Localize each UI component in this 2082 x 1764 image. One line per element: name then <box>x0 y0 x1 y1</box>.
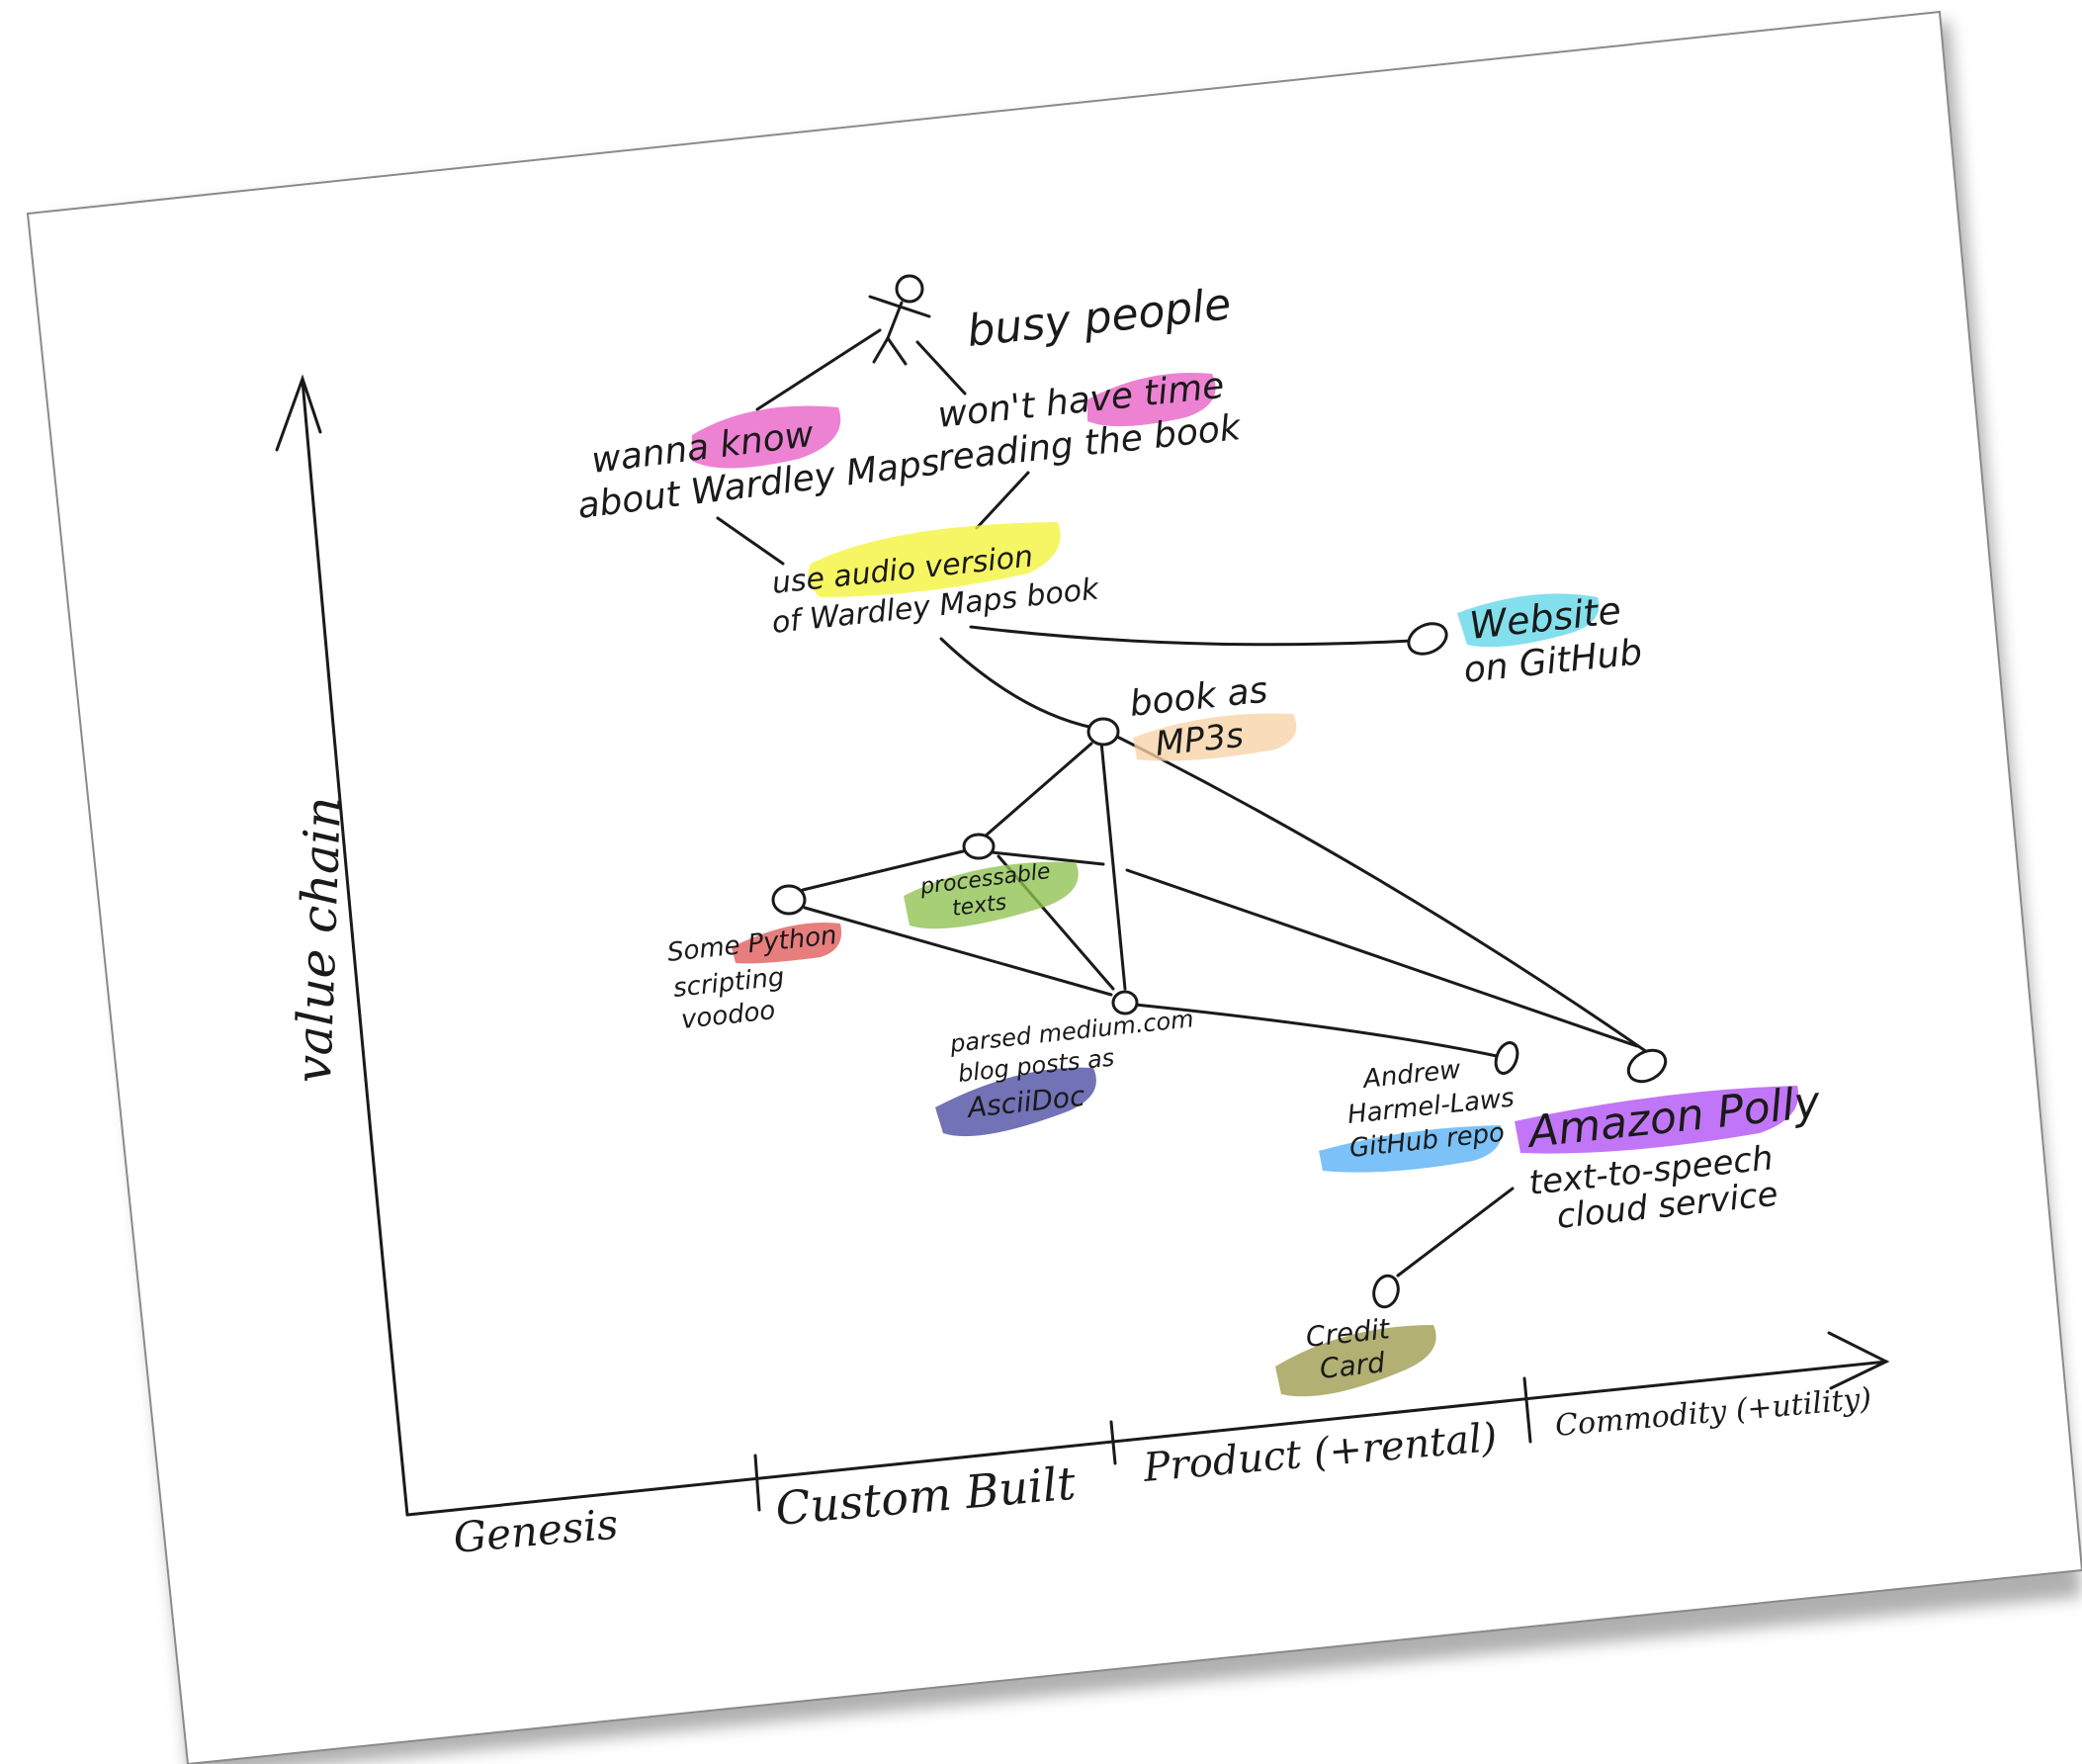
highlight-green <box>904 861 1079 929</box>
highlight-navy <box>935 1067 1096 1137</box>
link-texts-right <box>971 848 1105 866</box>
link-audio-mp3 <box>939 637 1095 730</box>
x-axis-arrowhead <box>1827 1331 1890 1390</box>
audio-pre: use <box>770 561 835 601</box>
highlight-yellow <box>808 522 1061 597</box>
node-repo <box>1494 1041 1519 1075</box>
stick-figure-icon <box>868 274 931 366</box>
link-user-know <box>755 328 882 411</box>
link-know-audio <box>716 516 785 566</box>
node-website <box>1407 622 1448 656</box>
node-asciidoc <box>1111 990 1139 1015</box>
x-axis-tick <box>1109 1420 1117 1465</box>
component-credit-card: Credit Card <box>1275 1312 1436 1397</box>
node-credit-card <box>1372 1274 1400 1309</box>
y-axis-label: value chain <box>285 796 352 1085</box>
component-asciidoc: parsed medium.com blog posts as AsciiDoc <box>935 1005 1195 1137</box>
component-website: Website on GitHub <box>1457 588 1644 691</box>
card-line2: Card <box>1318 1346 1386 1385</box>
highlight-pink <box>692 405 841 469</box>
link-mp3-texts <box>983 742 1093 838</box>
x-axis-tick <box>753 1454 761 1512</box>
link-mp3-asciidoc <box>1099 740 1127 991</box>
x-axis-line <box>405 1360 1888 1517</box>
node-python <box>771 884 807 916</box>
link-polly-card <box>1396 1187 1515 1278</box>
need-time-highlight: time <box>1142 366 1226 414</box>
connections <box>716 328 1649 1278</box>
y-axis-arrowhead <box>275 374 322 452</box>
link-time-audio <box>975 471 1030 530</box>
link-audio-website <box>969 625 1414 647</box>
link-python-texts <box>801 848 969 892</box>
link-python-asciidoc <box>803 906 1113 997</box>
mp3-highlight: MP3s <box>1154 716 1246 764</box>
node-mp3 <box>1086 717 1120 747</box>
highlight-peach <box>1133 713 1297 761</box>
link-asciidoc-repo <box>1133 1003 1499 1058</box>
nodes <box>771 622 1668 1309</box>
x-axis-tick <box>1522 1376 1532 1444</box>
link-user-time <box>915 340 967 396</box>
link-mp3-polly <box>1109 732 1649 1054</box>
highlight-red <box>732 923 842 964</box>
highlight-blue <box>1319 1125 1502 1173</box>
y-axis-line <box>301 379 409 1517</box>
highlight-olive <box>1275 1325 1436 1397</box>
highlight-pink <box>1087 373 1216 427</box>
axes <box>275 374 1890 1517</box>
component-python: Some Python scripting voodoo <box>666 921 842 1035</box>
highlight-cyan <box>1457 593 1600 648</box>
link-texts-polly <box>1125 868 1639 1048</box>
highlight-purple <box>1515 1086 1799 1154</box>
node-texts <box>962 833 996 860</box>
node-polly <box>1626 1048 1668 1084</box>
